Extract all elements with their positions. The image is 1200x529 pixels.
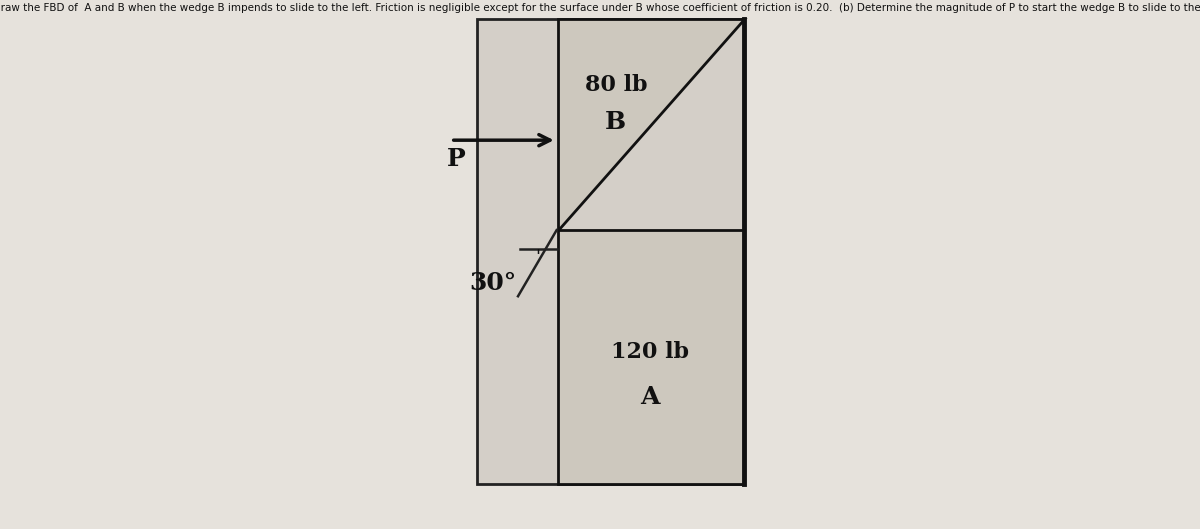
Polygon shape [558,19,744,230]
Text: A: A [641,385,660,409]
Text: B: B [605,110,626,134]
Text: 30°: 30° [469,271,517,295]
Bar [558,230,744,484]
Text: 120 lb: 120 lb [611,341,689,363]
Text: 80 lb: 80 lb [584,74,647,96]
Text: P: P [446,147,466,171]
Bar [478,19,744,484]
Text: ': ' [535,248,541,266]
Text: (a) Draw the FBD of  A and B when the wedge B impends to slide to the left. Fric: (a) Draw the FBD of A and B when the wed… [0,3,1200,13]
